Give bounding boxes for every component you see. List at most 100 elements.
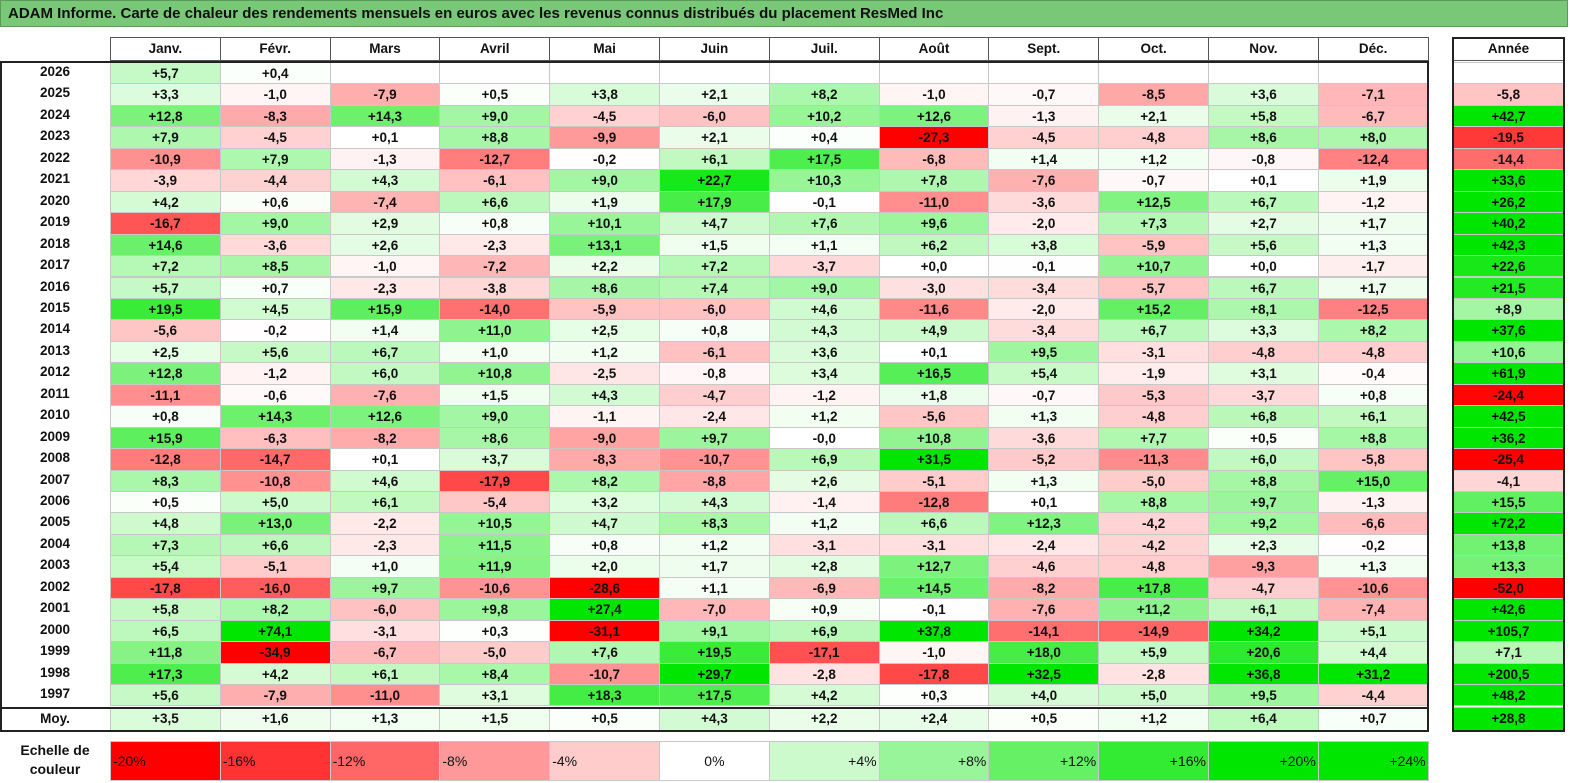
heatmap-cell: +8,2 — [768, 83, 880, 106]
row-year-label: 2006 — [0, 491, 110, 513]
heatmap-cell: +8,0 — [1317, 126, 1429, 149]
heatmap-cell: +9,0 — [439, 405, 551, 428]
heatmap-cell: +6,1 — [329, 491, 441, 514]
heatmap-cell: -2,8 — [768, 662, 880, 686]
row-year-label: 2005 — [0, 512, 110, 534]
heatmap-cell: -6,1 — [439, 169, 551, 192]
heatmap-cell: -7,4 — [1317, 598, 1429, 621]
heatmap-cell: -3,0 — [878, 276, 990, 299]
heatmap-cell: +6,7 — [1208, 276, 1319, 299]
heatmap-cell: +9,5 — [1208, 684, 1319, 707]
heatmap-cell: -1,9 — [1098, 362, 1209, 385]
year-total-cell: +105,7 — [1452, 619, 1565, 643]
month-header: Déc. — [1317, 37, 1429, 61]
heatmap-cell: +8,5 — [219, 255, 331, 278]
heatmap-cell: +7,6 — [768, 212, 880, 235]
heatmap-cell: -5,9 — [549, 297, 660, 321]
heatmap-cell: -4,4 — [219, 169, 331, 192]
row-year-label: 2001 — [0, 598, 110, 620]
heatmap-cell: -1,0 — [878, 83, 990, 106]
heatmap-cell: -4,8 — [1098, 555, 1209, 578]
heatmap-cell: +32,5 — [988, 662, 1100, 686]
row-year-label: 2020 — [0, 190, 110, 213]
heatmap-cell: -6,7 — [329, 641, 441, 664]
year-total-cell: +8,9 — [1452, 297, 1565, 321]
heatmap-cell: +14,3 — [219, 405, 331, 428]
heatmap-cell: +10,7 — [1098, 255, 1209, 278]
heatmap-cell: -8,2 — [329, 426, 441, 450]
heatmap-cell: +4,6 — [329, 469, 441, 492]
month-header: Févr. — [219, 37, 331, 61]
heatmap-cell: -2,0 — [988, 212, 1100, 235]
heatmap-cell: +4,4 — [1317, 641, 1429, 664]
heatmap-cell: -12,8 — [878, 491, 990, 514]
heatmap-cell: +11,0 — [439, 319, 551, 342]
color-scale-label-line2: couleur — [29, 761, 81, 777]
heatmap-cell: +1,9 — [549, 190, 660, 214]
heatmap-cell: +13,1 — [549, 233, 660, 257]
heatmap-cell: -5,0 — [1098, 469, 1209, 492]
heatmap-cell — [1098, 62, 1209, 85]
heatmap-cell: +0,3 — [878, 684, 990, 707]
color-scale-stop: +8% — [878, 741, 990, 781]
heatmap-cell: -0,8 — [659, 362, 770, 385]
heatmap-cell: -9,3 — [1208, 555, 1319, 578]
month-header: Août — [878, 37, 990, 61]
heatmap-cell: -0,6 — [219, 383, 331, 407]
heatmap-cell: +1,7 — [1317, 276, 1429, 299]
heatmap-cell: +6,7 — [1098, 319, 1209, 342]
heatmap-cell: +0,5 — [439, 83, 551, 106]
year-header: Année — [1452, 37, 1565, 61]
heatmap-cell: -4,7 — [1208, 576, 1319, 600]
row-year-label: 2014 — [0, 319, 110, 341]
row-year-label: 2003 — [0, 555, 110, 577]
average-cell: +6,4 — [1208, 706, 1319, 731]
heatmap-cell: +6,7 — [329, 340, 441, 364]
heatmap-cell: +0,4 — [768, 126, 880, 149]
year-total-cell: +40,2 — [1452, 212, 1565, 235]
heatmap-cell: +17,8 — [1098, 576, 1209, 600]
heatmap-cell: +3,6 — [768, 340, 880, 364]
month-header: Mai — [549, 37, 660, 61]
heatmap-cell: +11,5 — [439, 533, 551, 557]
heatmap-cell: +0,3 — [439, 619, 551, 643]
month-header: Sept. — [988, 37, 1100, 61]
heatmap-cell: +2,7 — [1208, 212, 1319, 235]
heatmap-cell — [1208, 62, 1319, 85]
heatmap-cell: -4,8 — [1208, 340, 1319, 364]
heatmap-cell: +0,6 — [219, 190, 331, 214]
average-cell: +1,3 — [329, 706, 441, 731]
color-scale-stop: -4% — [549, 741, 660, 781]
row-year-label: 1997 — [0, 684, 110, 706]
heatmap-cell: +1,2 — [659, 533, 770, 557]
heatmap-cell: +3,6 — [1208, 83, 1319, 106]
heatmap-cell: +13,0 — [219, 512, 331, 535]
heatmap-cell: -4,2 — [1098, 533, 1209, 557]
heatmap-cell: +27,4 — [549, 598, 660, 621]
heatmap-cell: +5,7 — [110, 62, 221, 85]
heatmap-cell: +6,9 — [768, 448, 880, 471]
heatmap-cell: +2,5 — [110, 340, 221, 364]
heatmap-cell — [329, 62, 441, 85]
heatmap-cell: -4,2 — [1098, 512, 1209, 535]
heatmap-cell: +9,1 — [659, 619, 770, 643]
heatmap-cell: -2,3 — [439, 233, 551, 257]
heatmap-cell: +0,1 — [329, 126, 441, 149]
heatmap-cell: -11,0 — [329, 684, 441, 707]
heatmap-cell: +6,1 — [659, 147, 770, 171]
heatmap-cell: +31,2 — [1317, 662, 1429, 686]
heatmap-cell: -0,2 — [219, 319, 331, 342]
heatmap-cell: +2,1 — [659, 126, 770, 149]
heatmap-cell: +8,1 — [1208, 297, 1319, 321]
month-header: Juin — [659, 37, 770, 61]
row-year-label: 2019 — [0, 212, 110, 234]
row-year-label: 2004 — [0, 533, 110, 556]
heatmap-cell: +2,0 — [549, 555, 660, 578]
year-total-cell: +7,1 — [1452, 641, 1565, 664]
heatmap-cell: +0,5 — [1208, 426, 1319, 450]
heatmap-cell: +6,0 — [329, 362, 441, 385]
color-scale-stop: +20% — [1208, 741, 1319, 781]
heatmap-cell: +6,1 — [1317, 405, 1429, 428]
heatmap-cell: -1,2 — [768, 383, 880, 407]
heatmap-cell: -1,7 — [1317, 255, 1429, 278]
